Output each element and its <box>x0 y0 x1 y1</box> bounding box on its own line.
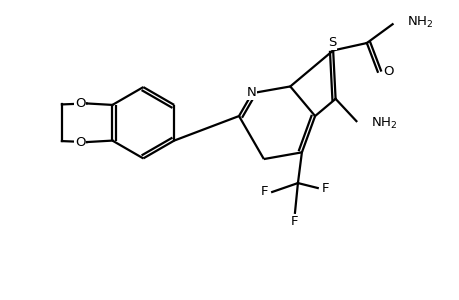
Text: NH$_2$: NH$_2$ <box>407 15 433 30</box>
Text: F: F <box>291 215 298 228</box>
Text: NH$_2$: NH$_2$ <box>370 116 397 131</box>
Text: O: O <box>75 136 85 148</box>
Text: F: F <box>260 185 268 199</box>
Text: N: N <box>246 86 256 99</box>
Text: F: F <box>321 182 328 194</box>
Text: S: S <box>327 36 336 49</box>
Text: O: O <box>382 65 393 78</box>
Text: O: O <box>75 97 85 110</box>
